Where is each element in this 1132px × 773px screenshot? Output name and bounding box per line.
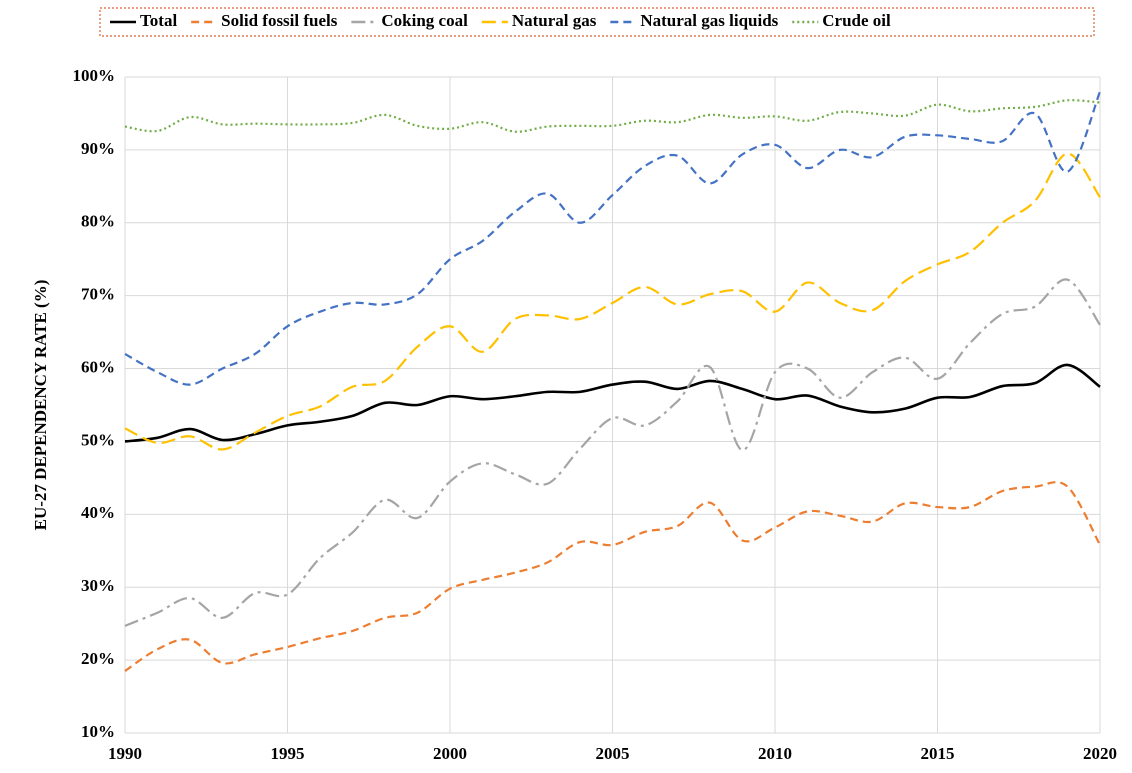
- legend-label: Solid fossil fuels: [221, 11, 338, 30]
- y-tick-label: 60%: [81, 357, 115, 376]
- series-line: [124, 278, 1101, 627]
- series-line: [124, 99, 1101, 133]
- legend-label: Crude oil: [822, 11, 891, 30]
- x-tick-label: 1990: [108, 744, 142, 763]
- x-tick-label: 2005: [596, 744, 630, 763]
- x-tick-label: 2000: [433, 744, 467, 763]
- legend-label: Natural gas liquids: [640, 11, 778, 30]
- x-tick-label: 2020: [1083, 744, 1117, 763]
- series-line: [124, 481, 1101, 672]
- y-tick-label: 30%: [81, 576, 115, 595]
- legend-label: Total: [140, 11, 177, 30]
- y-tick-label: 40%: [81, 503, 115, 522]
- series-line: [124, 152, 1101, 451]
- y-tick-label: 50%: [81, 430, 115, 449]
- x-tick-label: 1995: [271, 744, 305, 763]
- series-line: [124, 363, 1101, 443]
- y-tick-label: 70%: [81, 285, 115, 304]
- y-tick-label: 80%: [81, 212, 115, 231]
- legend-box: [99, 7, 1095, 37]
- y-axis-label: EU-27 DEPENDENCY RATE (%): [31, 280, 50, 531]
- legend-label: Natural gas: [512, 11, 597, 30]
- x-tick-label: 2010: [758, 744, 792, 763]
- y-tick-label: 90%: [81, 139, 115, 158]
- y-tick-label: 20%: [81, 649, 115, 668]
- y-tick-label: 100%: [73, 66, 116, 85]
- x-tick-label: 2015: [921, 744, 955, 763]
- y-tick-label: 10%: [81, 722, 115, 741]
- series-line: [124, 91, 1102, 386]
- legend-label: Coking coal: [381, 11, 468, 30]
